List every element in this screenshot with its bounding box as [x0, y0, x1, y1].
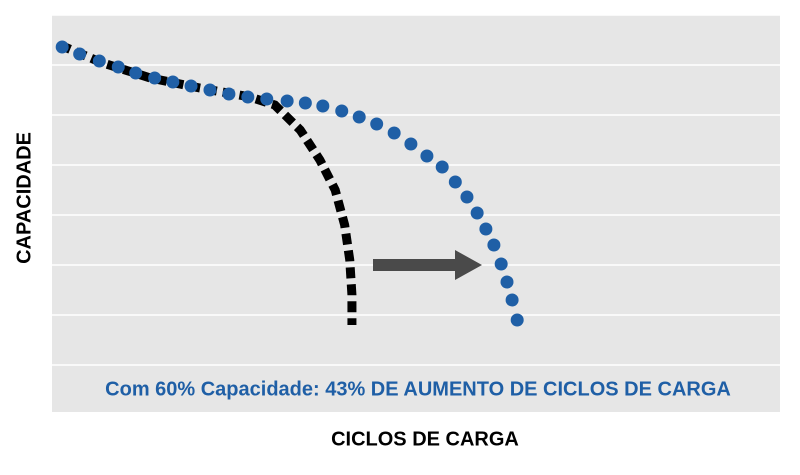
arrow-shaft — [373, 259, 457, 271]
data-point — [203, 83, 217, 97]
arrow — [373, 250, 482, 280]
data-point — [129, 66, 143, 80]
data-point — [241, 90, 255, 104]
data-point — [470, 206, 484, 220]
data-point — [505, 293, 519, 307]
data-point — [487, 238, 501, 252]
annotation: Com 60% Capacidade: 43% DE AUMENTO DE CI… — [105, 378, 731, 400]
data-point — [148, 71, 162, 85]
series-layer — [55, 40, 524, 327]
data-point — [479, 222, 493, 236]
data-point — [73, 47, 87, 61]
data-point — [435, 160, 449, 174]
data-line — [58, 40, 357, 325]
x-axis-label: CICLOS DE CARGA — [331, 428, 519, 450]
data-point — [460, 190, 474, 204]
y-axis-label: CAPACIDADE — [13, 132, 35, 264]
data-point — [298, 96, 312, 110]
data-point — [510, 313, 524, 327]
data-point — [166, 75, 180, 89]
data-point — [335, 104, 349, 118]
data-point — [500, 275, 514, 289]
plot-area — [52, 15, 780, 412]
data-point — [387, 126, 401, 140]
arrow-head — [455, 250, 482, 280]
data-point — [404, 137, 418, 151]
data-point — [370, 117, 384, 131]
data-point — [184, 79, 198, 93]
data-point — [280, 94, 294, 108]
data-point — [55, 40, 69, 54]
data-point — [448, 175, 462, 189]
data-point — [111, 60, 125, 74]
data-point — [352, 110, 366, 124]
data-point — [420, 149, 434, 163]
data-point — [494, 257, 508, 271]
data-point — [260, 92, 274, 106]
data-point — [316, 99, 330, 113]
data-point — [92, 54, 106, 68]
data-point — [222, 87, 236, 101]
